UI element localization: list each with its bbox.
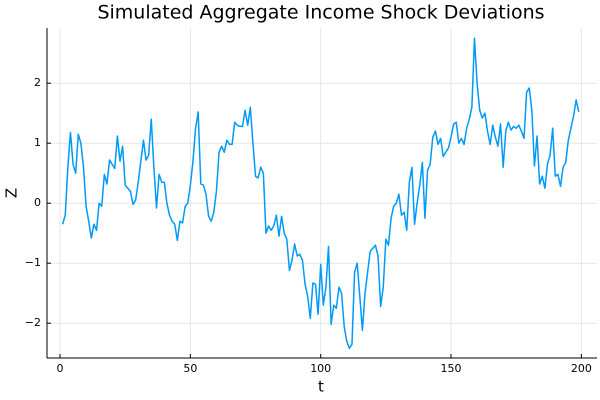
y-tick-label: −2 [25, 316, 41, 329]
x-axis-label: t [318, 378, 324, 396]
x-tick-label: 50 [183, 362, 197, 375]
y-tick-label: 0 [34, 196, 41, 209]
x-tick-label: 0 [57, 362, 64, 375]
y-tick-label: −1 [25, 256, 41, 269]
x-tick-label: 200 [571, 362, 592, 375]
y-tick-label: 2 [34, 76, 41, 89]
data-line [61, 37, 580, 350]
y-axis-label: Z [3, 188, 21, 198]
x-tick-label: 150 [441, 362, 462, 375]
x-tick-label: 100 [310, 362, 331, 375]
chart-title: Simulated Aggregate Income Shock Deviati… [97, 2, 544, 24]
y-tick-label: 1 [34, 136, 41, 149]
